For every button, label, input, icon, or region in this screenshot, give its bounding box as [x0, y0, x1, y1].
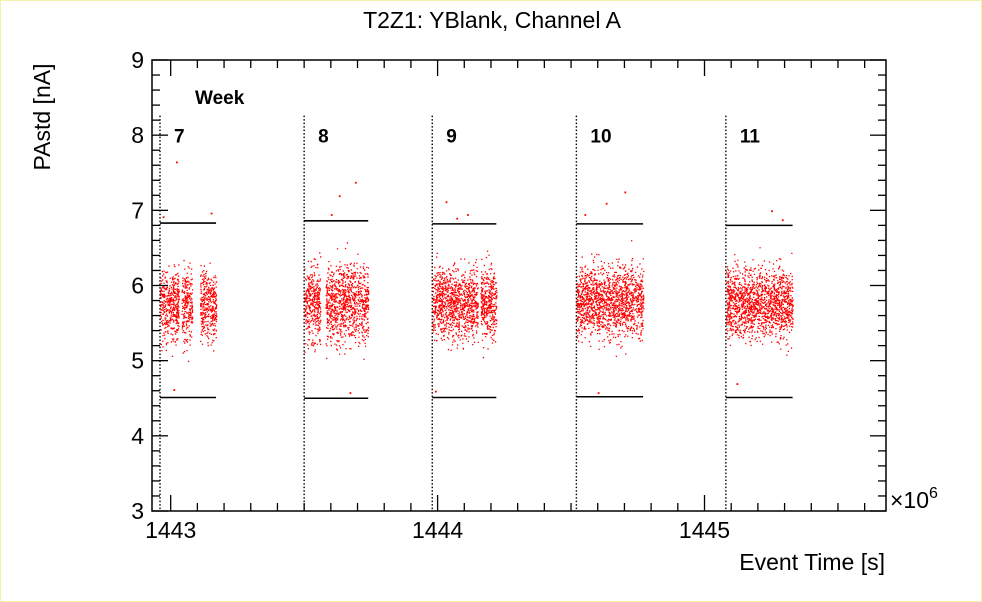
week-10-scatter — [576, 240, 645, 357]
week-10-outlier-2 — [597, 392, 600, 394]
week-7-scatter — [160, 259, 218, 363]
axis-tick-labels: 3 4 5 6 7 8 9 1443 1444 1445 — [131, 47, 730, 543]
week-8-outlier-3 — [349, 392, 352, 394]
y-tick-label-9: 9 — [131, 47, 144, 73]
x-tick-label-1445: 1445 — [679, 517, 730, 543]
week-11-scatter — [725, 247, 794, 356]
week-labels: Week 7 8 9 10 11 — [174, 88, 760, 148]
week-9-outlier-0 — [445, 201, 448, 204]
week-10-points — [576, 191, 645, 394]
week-boundaries — [159, 115, 727, 511]
week-annotation-title: Week — [195, 88, 245, 109]
week-11-outlier-2 — [736, 383, 739, 385]
week-8-outlier-0 — [354, 181, 357, 184]
week-11-outlier-1 — [781, 219, 784, 222]
y-tick-label-5: 5 — [131, 348, 144, 374]
week-10-outlier-0 — [624, 191, 627, 194]
chart-title: T2Z1: YBlank, Channel A — [363, 7, 621, 33]
x-tick-label-1443: 1443 — [145, 517, 196, 543]
week-9-scatter — [432, 250, 498, 359]
week-11-points — [725, 210, 794, 385]
x-axis-label: Event Time [s] — [739, 549, 885, 575]
week-8-label: 8 — [318, 127, 329, 148]
week-7-outlier-1 — [162, 216, 165, 219]
axis-ticks — [152, 59, 886, 512]
y-tick-label-7: 7 — [131, 197, 144, 223]
week-10-label: 10 — [590, 127, 611, 148]
week-9-outlier-1 — [467, 214, 469, 216]
week-11-label: 11 — [740, 127, 761, 148]
y-tick-label-8: 8 — [131, 122, 144, 148]
svg-text:×106: ×106 — [890, 485, 938, 513]
x-multiplier-exponent: 6 — [929, 485, 938, 502]
x-tick-label-1444: 1444 — [412, 517, 463, 543]
y-tick-label-4: 4 — [131, 423, 144, 449]
week-8-points — [304, 181, 370, 394]
week-7-points — [160, 161, 218, 391]
week-7-outlier-2 — [210, 212, 213, 215]
control-limit-lines — [160, 220, 793, 400]
y-tick-label-3: 3 — [131, 498, 144, 524]
week-9-outlier-2 — [434, 390, 437, 393]
week-8-scatter — [304, 242, 370, 360]
week-9-points — [432, 201, 498, 393]
week-9-outlier-3 — [456, 217, 459, 220]
x-axis-multiplier: ×106 — [890, 485, 938, 513]
plot-area-frame — [151, 59, 887, 512]
week-10-outlier-3 — [584, 214, 587, 216]
week-9-label: 9 — [446, 127, 457, 148]
week-8-outlier-2 — [330, 214, 333, 216]
y-axis-label: PAstd [nA] — [29, 64, 55, 171]
week-11-outlier-0 — [771, 210, 773, 213]
data-points — [160, 161, 794, 394]
week-10-outlier-1 — [605, 202, 608, 205]
week-7-label: 7 — [174, 127, 185, 148]
week-7-outlier-0 — [176, 161, 178, 164]
week-7-outlier-3 — [173, 389, 176, 391]
y-tick-label-6: 6 — [131, 273, 144, 299]
week-8-outlier-1 — [338, 195, 341, 198]
x-multiplier-base: ×10 — [890, 487, 929, 513]
